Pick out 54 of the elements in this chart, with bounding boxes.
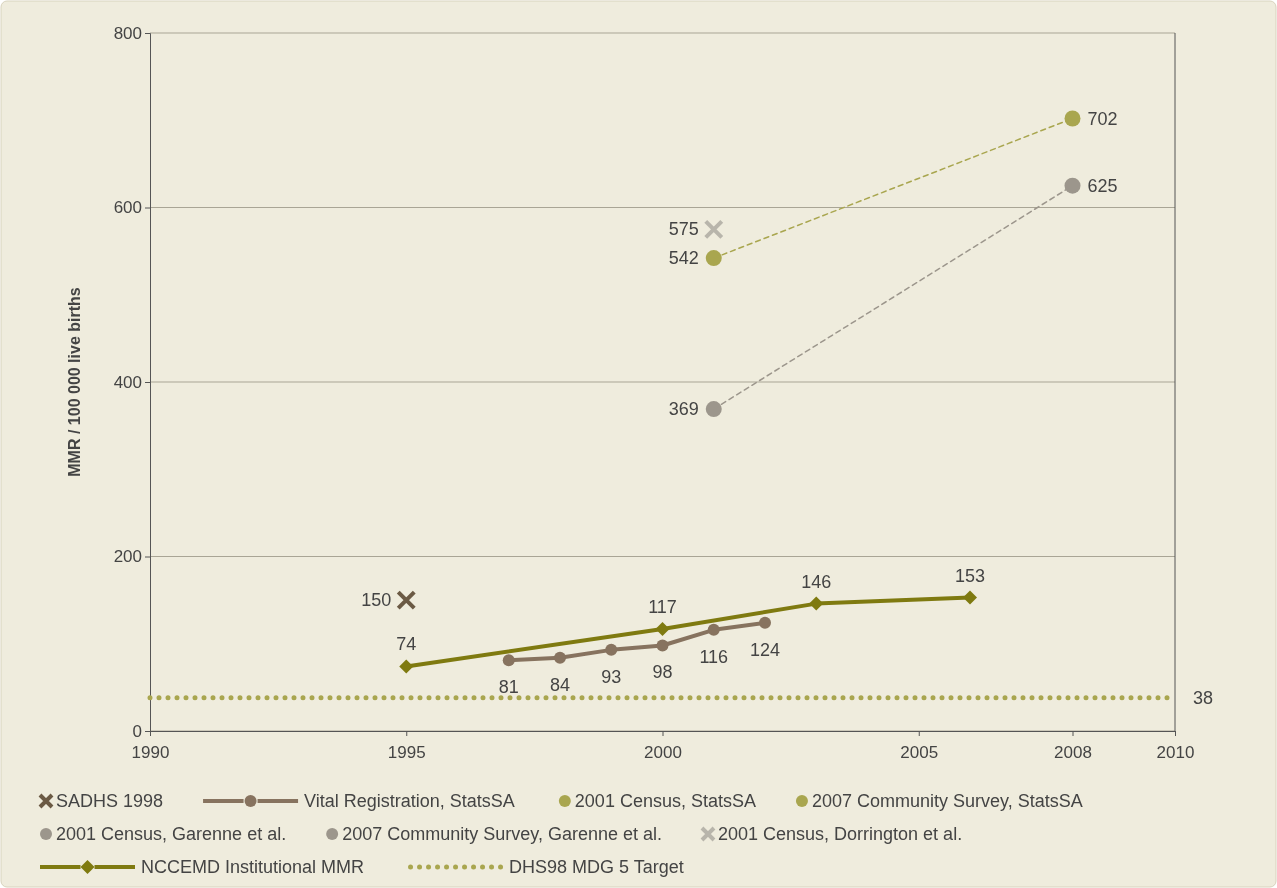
x-tick-label: 2010 [1156, 742, 1195, 762]
data-label: 124 [749, 639, 781, 660]
data-label: 150 [361, 590, 392, 611]
point [656, 639, 669, 652]
point [1064, 110, 1081, 127]
y-tick-label: 800 [113, 23, 142, 43]
x-tick-label: 2005 [900, 742, 939, 762]
data-label: 575 [668, 219, 699, 240]
point [707, 623, 720, 636]
point [554, 651, 566, 664]
data-label: 116 [699, 646, 729, 667]
point [703, 219, 724, 240]
data-label: 153 [954, 565, 986, 586]
legend-label: NCCEMD Institutional MMR [141, 857, 365, 877]
legend-label: Vital Registration, StatsSA [304, 791, 515, 811]
data-label: 702 [1087, 108, 1118, 129]
data-label: 98 [652, 662, 673, 683]
point [655, 621, 670, 636]
legend-label: 2007 Community Survey, StatsSA [811, 791, 1083, 811]
x-tick-label: 2008 [1054, 742, 1092, 762]
data-label: 38 [1193, 687, 1214, 708]
point [963, 590, 977, 605]
point [399, 659, 414, 674]
point [1064, 177, 1081, 194]
data-label: 117 [648, 596, 677, 617]
point [705, 401, 722, 418]
y-tick-label: 400 [113, 372, 142, 392]
legend-label: SADHS 1998 [56, 791, 164, 811]
data-label: 93 [601, 666, 622, 687]
legend-label: DHS98 MDG 5 Target [509, 857, 684, 877]
legend-label: 2007 Community Survey, Garenne et al. [342, 824, 662, 844]
y-tick-label: 600 [113, 198, 142, 218]
point [705, 250, 722, 267]
point [809, 596, 824, 611]
point [759, 616, 771, 629]
data-label: 74 [396, 634, 417, 655]
y-tick-label: 0 [132, 721, 142, 741]
point [605, 643, 618, 656]
data-label: 81 [498, 677, 519, 698]
legend-label: 2001 Census, StatsSA [574, 791, 756, 811]
data-label: 369 [668, 399, 699, 420]
data-label: 625 [1087, 175, 1118, 196]
data-label: 84 [549, 674, 571, 695]
y-axis-title: MMR / 100 000 live births [66, 287, 83, 477]
data-label: 542 [668, 248, 699, 269]
legend-label: 2001 Census, Dorrington et al. [717, 824, 963, 844]
legend-label: 2001 Census, Garenne et al. [56, 824, 287, 844]
data-label: 146 [801, 571, 832, 592]
x-tick-label: 1995 [387, 742, 426, 762]
x-tick-label: 2000 [644, 742, 682, 762]
x-tick-label: 1990 [131, 742, 170, 762]
y-tick-label: 200 [113, 547, 142, 567]
point [502, 654, 515, 667]
point [396, 590, 417, 611]
